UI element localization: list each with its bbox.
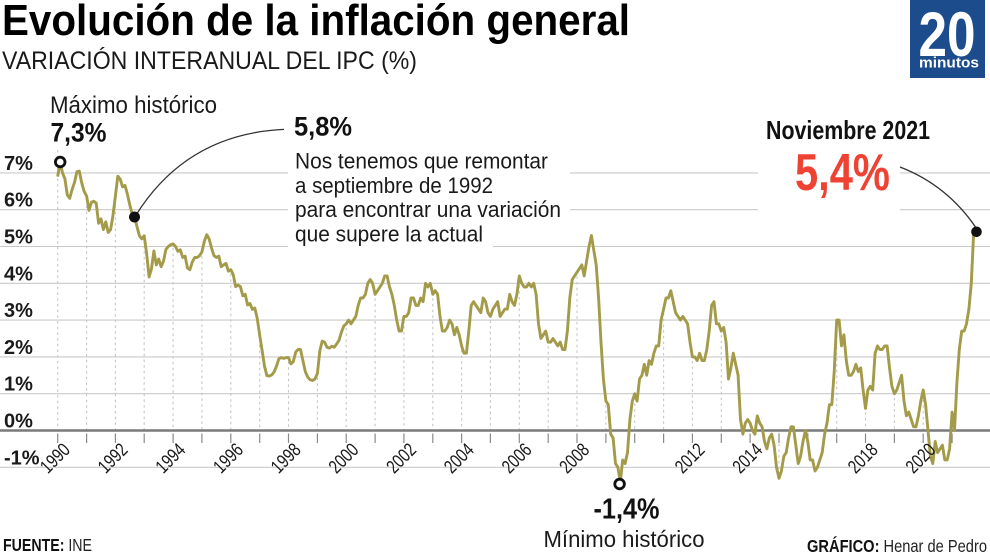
svg-text:2018: 2018 bbox=[844, 440, 882, 478]
svg-text:5,4%: 5,4% bbox=[795, 144, 890, 202]
svg-text:1992: 1992 bbox=[94, 440, 132, 478]
svg-text:2008: 2008 bbox=[556, 440, 594, 478]
svg-text:1%: 1% bbox=[4, 374, 33, 396]
svg-text:a septiembre de 1992: a septiembre de 1992 bbox=[295, 173, 493, 198]
svg-text:5%: 5% bbox=[4, 227, 33, 249]
svg-text:20: 20 bbox=[919, 0, 976, 70]
svg-text:2000: 2000 bbox=[325, 440, 363, 478]
svg-text:Nos tenemos que remontar: Nos tenemos que remontar bbox=[295, 149, 548, 174]
svg-text:1994: 1994 bbox=[152, 439, 190, 477]
svg-text:0%: 0% bbox=[4, 411, 33, 433]
svg-text:-1%: -1% bbox=[4, 447, 40, 469]
svg-text:6%: 6% bbox=[4, 190, 33, 212]
svg-text:que supere la actual: que supere la actual bbox=[295, 221, 483, 246]
svg-text:Evolución de la inflación gene: Evolución de la inflación general bbox=[2, 0, 630, 45]
svg-text:FUENTE: INE: FUENTE: INE bbox=[3, 535, 92, 555]
svg-text:GRÁFICO: Henar de Pedro: GRÁFICO: Henar de Pedro bbox=[807, 535, 987, 556]
svg-text:4%: 4% bbox=[4, 263, 33, 285]
svg-text:minutos: minutos bbox=[919, 55, 979, 72]
svg-text:Máximo histórico: Máximo histórico bbox=[50, 92, 217, 119]
svg-text:1998: 1998 bbox=[267, 440, 305, 478]
svg-text:2006: 2006 bbox=[498, 440, 536, 478]
svg-text:2002: 2002 bbox=[383, 440, 421, 478]
svg-text:para encontrar una variación: para encontrar una variación bbox=[295, 197, 561, 222]
svg-text:Mínimo histórico: Mínimo histórico bbox=[544, 526, 705, 552]
svg-text:1990: 1990 bbox=[37, 440, 75, 478]
svg-text:Noviembre 2021: Noviembre 2021 bbox=[766, 115, 930, 145]
svg-text:1996: 1996 bbox=[210, 440, 248, 478]
svg-text:2014: 2014 bbox=[729, 439, 767, 477]
svg-text:3%: 3% bbox=[4, 300, 33, 322]
svg-text:7%: 7% bbox=[4, 153, 33, 175]
svg-text:7,3%: 7,3% bbox=[51, 118, 107, 148]
svg-text:-1,4%: -1,4% bbox=[594, 494, 660, 526]
svg-text:2004: 2004 bbox=[440, 439, 478, 477]
svg-text:2%: 2% bbox=[4, 337, 33, 359]
svg-text:2012: 2012 bbox=[671, 440, 709, 478]
svg-text:VARIACIÓN INTERANUAL DEL IPC (: VARIACIÓN INTERANUAL DEL IPC (%) bbox=[2, 46, 417, 75]
svg-text:5,8%: 5,8% bbox=[294, 112, 352, 142]
